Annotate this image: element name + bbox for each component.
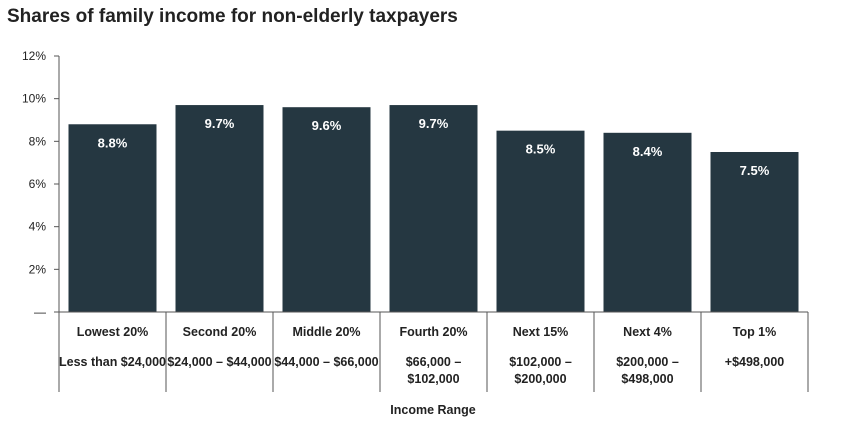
- chart-title: Shares of family income for non-elderly …: [7, 6, 458, 27]
- bar: [68, 124, 157, 313]
- income-range-label: Less than $24,000: [59, 355, 166, 369]
- x-tick-label: Second 20%: [183, 325, 257, 339]
- income-range-label: $102,000: [407, 372, 459, 386]
- x-axis-label: Income Range: [390, 403, 475, 417]
- x-tick-label: Next 15%: [513, 325, 569, 339]
- data-label: 8.8%: [98, 135, 128, 150]
- data-label: 8.5%: [526, 142, 556, 157]
- data-label: 9.6%: [312, 118, 342, 133]
- income-range-label: +$498,000: [725, 355, 784, 369]
- x-tick-label: Lowest 20%: [77, 325, 149, 339]
- data-label: 7.5%: [740, 163, 770, 178]
- income-range-label: $24,000 – $44,000: [167, 355, 271, 369]
- x-axis: Lowest 20% Less than $24,000 Second 20% $24…: [58, 311, 809, 392]
- data-label: 9.7%: [205, 116, 235, 131]
- income-range-label: $102,000 –: [509, 355, 572, 369]
- bar: [389, 105, 478, 312]
- y-tick-label: 4%: [29, 220, 47, 234]
- bar: [282, 107, 371, 312]
- y-tick-label: 8%: [29, 134, 47, 148]
- x-tick-label: Next 4%: [623, 325, 672, 339]
- y-tick-label: 2%: [29, 262, 47, 276]
- bars-group: 8.8% 9.7% 9.6% 9.7% 8.5% 8.4% 7.5%: [68, 105, 799, 313]
- data-label: 9.7%: [419, 116, 449, 131]
- income-range-label: $44,000 – $66,000: [274, 355, 378, 369]
- y-tick-label: 6%: [29, 177, 47, 191]
- income-range-label: $66,000 –: [406, 355, 462, 369]
- y-axis: 12% 10% 8% 6% 4% 2% —: [22, 49, 60, 319]
- y-tick-label: 12%: [22, 49, 46, 63]
- bar: [175, 105, 264, 312]
- bar: [496, 130, 585, 312]
- x-tick-label: Top 1%: [733, 325, 777, 339]
- income-range-label: $200,000: [514, 372, 566, 386]
- data-label: 8.4%: [633, 144, 663, 159]
- x-tick-label: Middle 20%: [292, 325, 360, 339]
- income-range-label: $498,000: [621, 372, 673, 386]
- bar: [603, 132, 692, 312]
- income-range-label: $200,000 –: [616, 355, 679, 369]
- y-tick-label: 10%: [22, 92, 46, 106]
- x-tick-label: Fourth 20%: [399, 325, 467, 339]
- bar: [710, 152, 799, 312]
- y-tick-label: —: [34, 305, 46, 319]
